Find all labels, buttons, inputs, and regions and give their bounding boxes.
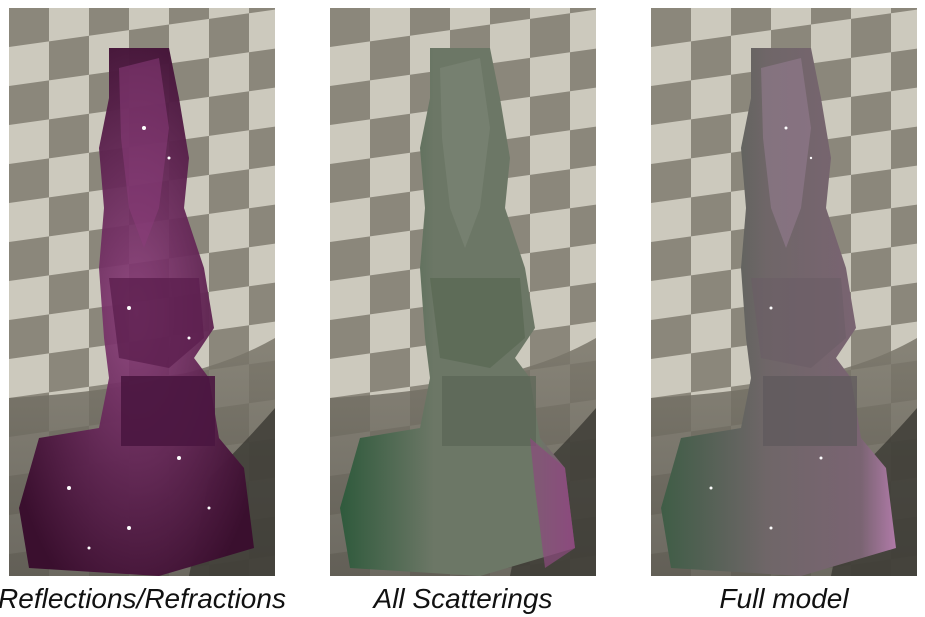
statue-icon	[340, 48, 575, 576]
render-panel-scatterings	[330, 8, 596, 576]
render-image-full-model	[651, 8, 917, 576]
render-panel-full-model	[651, 8, 917, 576]
caption-all-scatterings: All Scatterings	[373, 583, 553, 614]
render-image-scatterings	[330, 8, 596, 576]
render-panel-reflections	[9, 8, 275, 576]
render-image-reflections	[9, 8, 275, 576]
statue-icon	[19, 48, 254, 576]
statue-icon	[661, 48, 896, 576]
caption-reflections-refractions: Reflections/Refractions	[0, 583, 286, 614]
caption-full-model: Full model	[719, 583, 849, 614]
